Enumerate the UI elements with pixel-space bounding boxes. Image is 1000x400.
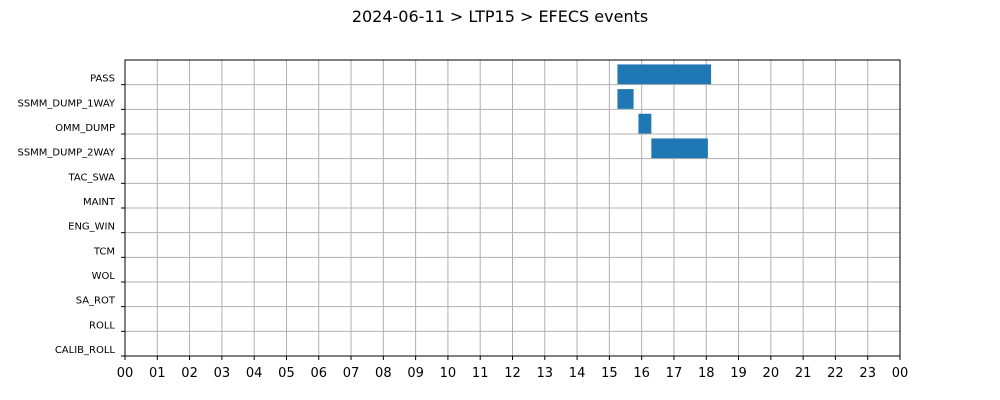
x-tick-label: 21 <box>795 366 812 381</box>
x-tick-label: 13 <box>537 366 554 381</box>
x-tick-label: 18 <box>698 366 715 381</box>
x-tick-label: 11 <box>472 366 489 381</box>
event-bar-pass <box>617 64 712 85</box>
x-tick-label: 07 <box>343 366 360 381</box>
grid <box>125 60 900 356</box>
y-tick-label: WOL <box>92 271 116 282</box>
y-tick-label: ROLL <box>89 320 115 331</box>
x-tick-label: 15 <box>601 366 618 381</box>
x-tick-label: 06 <box>310 366 327 381</box>
y-tick-label: CALIB_ROLL <box>55 345 116 356</box>
x-tick-label: 14 <box>569 366 586 381</box>
x-tick-label: 03 <box>214 366 231 381</box>
y-tick-label: ENG_WIN <box>68 222 115 233</box>
x-tick-label: 00 <box>117 366 134 381</box>
y-tick-label: TCM <box>93 246 115 257</box>
x-tick-label: 19 <box>730 366 747 381</box>
event-bars <box>617 64 712 159</box>
x-tick-label: 09 <box>407 366 424 381</box>
y-tick-label: PASS <box>90 74 115 85</box>
y-axis: PASS SSMM_DUMP_1WAY OMM_DUMP SSMM_DUMP_2WAY… <box>17 74 125 357</box>
y-tick-label: SSMM_DUMP_1WAY <box>17 98 115 109</box>
x-tick-label: 16 <box>633 366 650 381</box>
chart-title: 2024-06-11 > LTP15 > EFECS events <box>352 7 648 26</box>
x-tick-label: 17 <box>666 366 683 381</box>
y-tick-label: SSMM_DUMP_2WAY <box>17 148 115 159</box>
y-tick-label: MAINT <box>83 197 116 208</box>
x-tick-label: 23 <box>859 366 876 381</box>
x-tick-label: 10 <box>440 366 457 381</box>
y-tick-label: TAC_SWA <box>67 172 115 183</box>
y-tick-label: OMM_DUMP <box>55 123 115 134</box>
event-bar-ssmm-dump-1way <box>617 89 634 109</box>
x-tick-label: 04 <box>246 366 263 381</box>
x-tick-label: 00 <box>892 366 909 381</box>
x-tick-label: 22 <box>827 366 844 381</box>
x-tick-label: 01 <box>149 366 166 381</box>
x-tick-label: 08 <box>375 366 392 381</box>
x-tick-label: 20 <box>763 366 780 381</box>
y-tick-label: SA_ROT <box>76 296 116 307</box>
x-axis: 00 01 02 03 04 05 06 07 08 09 10 11 12 13 14 15 16 17 18 19… <box>117 356 909 381</box>
x-tick-label: 02 <box>181 366 198 381</box>
x-tick-label: 05 <box>278 366 295 381</box>
x-tick-label: 12 <box>504 366 521 381</box>
event-bar-ssmm-dump-2way <box>651 138 708 159</box>
event-bar-omm-dump <box>638 113 652 134</box>
